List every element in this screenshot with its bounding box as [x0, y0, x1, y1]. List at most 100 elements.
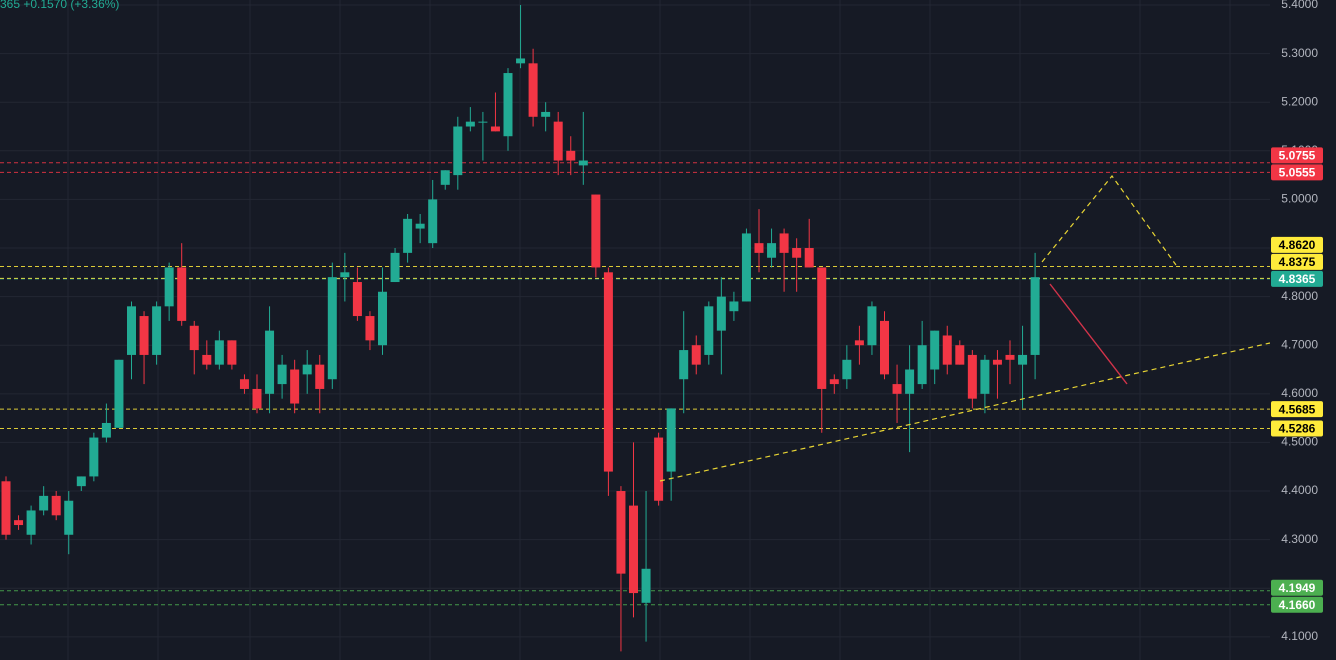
candle-body — [754, 243, 764, 253]
y-tick-label: 4.3000 — [1281, 532, 1318, 546]
candle-body — [528, 63, 538, 117]
candle-body — [177, 267, 187, 321]
candle-body — [905, 369, 915, 394]
candle-body — [566, 150, 576, 161]
y-tick-label: 4.1000 — [1281, 629, 1318, 643]
candle-body — [89, 437, 99, 477]
candle-body — [127, 306, 136, 355]
candle-body — [1030, 277, 1040, 355]
candle-body — [214, 340, 224, 365]
candle-body — [114, 359, 124, 428]
candle-body — [829, 379, 839, 385]
candle-body — [767, 243, 777, 258]
candle-body — [980, 359, 990, 394]
candle-body — [992, 359, 1002, 365]
candle-body — [101, 422, 111, 438]
y-tick-label: 4.6000 — [1281, 386, 1318, 400]
level-label-box — [1271, 164, 1323, 181]
candle-body — [503, 73, 513, 137]
candle-body — [465, 121, 475, 127]
candle-body — [603, 272, 613, 472]
candle-body — [365, 316, 375, 341]
candle-body — [1018, 354, 1028, 365]
candle-body — [265, 330, 275, 394]
candle-body — [440, 170, 450, 185]
candle-body — [842, 359, 852, 380]
candle-body — [591, 194, 601, 268]
levels — [0, 162, 1270, 606]
candle-body — [1, 481, 11, 535]
candle-body — [139, 316, 149, 355]
candle-body — [892, 384, 902, 394]
candle-body — [290, 369, 300, 404]
candle-body — [227, 340, 237, 365]
y-tick-label: 4.8000 — [1281, 289, 1318, 303]
level-label-box — [1271, 579, 1323, 596]
candle-body — [578, 160, 588, 166]
candle-body — [390, 252, 400, 283]
candle-body — [741, 233, 751, 302]
candle-body — [478, 121, 488, 123]
candle-body — [252, 388, 262, 409]
candle-body — [453, 126, 463, 176]
candle-body — [378, 291, 387, 346]
candle-body — [302, 364, 312, 375]
y-tick-label: 5.4000 — [1281, 0, 1318, 11]
candle-body — [942, 335, 952, 365]
candle-body — [616, 491, 626, 574]
level-label-box — [1271, 147, 1323, 164]
level-label-box — [1271, 420, 1323, 437]
level-label: 4.8365 — [1279, 272, 1316, 286]
candle-body — [277, 364, 287, 385]
candle-body — [967, 354, 977, 399]
candle-body — [14, 520, 24, 526]
candle-body — [867, 306, 877, 346]
candle-body — [1005, 354, 1015, 360]
level-label: 4.1660 — [1279, 598, 1316, 612]
level-label-box — [1271, 596, 1323, 613]
candle-body — [817, 267, 827, 389]
vertical-grid — [67, 0, 1231, 660]
level-label: 5.0555 — [1279, 166, 1316, 180]
candle-body — [152, 306, 162, 355]
candle-body — [403, 218, 413, 253]
candle-body — [553, 121, 563, 161]
candle-body — [541, 111, 551, 117]
level-label-box — [1271, 236, 1323, 253]
candle-body — [854, 340, 864, 346]
y-tick-label: 5.3000 — [1281, 46, 1318, 60]
candle-body — [26, 510, 36, 535]
candle-body — [716, 296, 726, 331]
level-label: 5.0755 — [1279, 149, 1316, 163]
candle-body — [415, 223, 425, 229]
candle-body — [76, 476, 86, 487]
y-tick-label: 4.5000 — [1281, 435, 1318, 449]
candle-body — [315, 364, 325, 389]
projection-arrow — [1049, 283, 1128, 385]
level-label: 4.1949 — [1279, 581, 1316, 595]
candle-body — [51, 495, 61, 516]
candle-body — [779, 233, 789, 253]
level-label: 4.8375 — [1279, 255, 1316, 269]
drawings — [659, 175, 1271, 482]
candle-body — [327, 277, 337, 380]
candle-body — [516, 58, 526, 64]
candle-body — [666, 408, 676, 472]
candle-body — [202, 354, 212, 365]
candle-body — [729, 301, 739, 312]
level-label: 4.5286 — [1279, 422, 1316, 436]
candle-body — [917, 345, 927, 385]
candle-body — [164, 267, 174, 307]
level-label-box — [1271, 401, 1323, 418]
y-tick-label: 4.7000 — [1281, 337, 1318, 351]
projection-line — [1041, 175, 1177, 266]
grid — [0, 4, 1270, 638]
level-label-box — [1271, 270, 1323, 287]
candle-body — [340, 272, 350, 278]
candles — [1, 5, 1040, 652]
level-label: 4.5685 — [1279, 402, 1316, 416]
candle-body — [804, 248, 814, 268]
candle-body — [39, 495, 49, 511]
